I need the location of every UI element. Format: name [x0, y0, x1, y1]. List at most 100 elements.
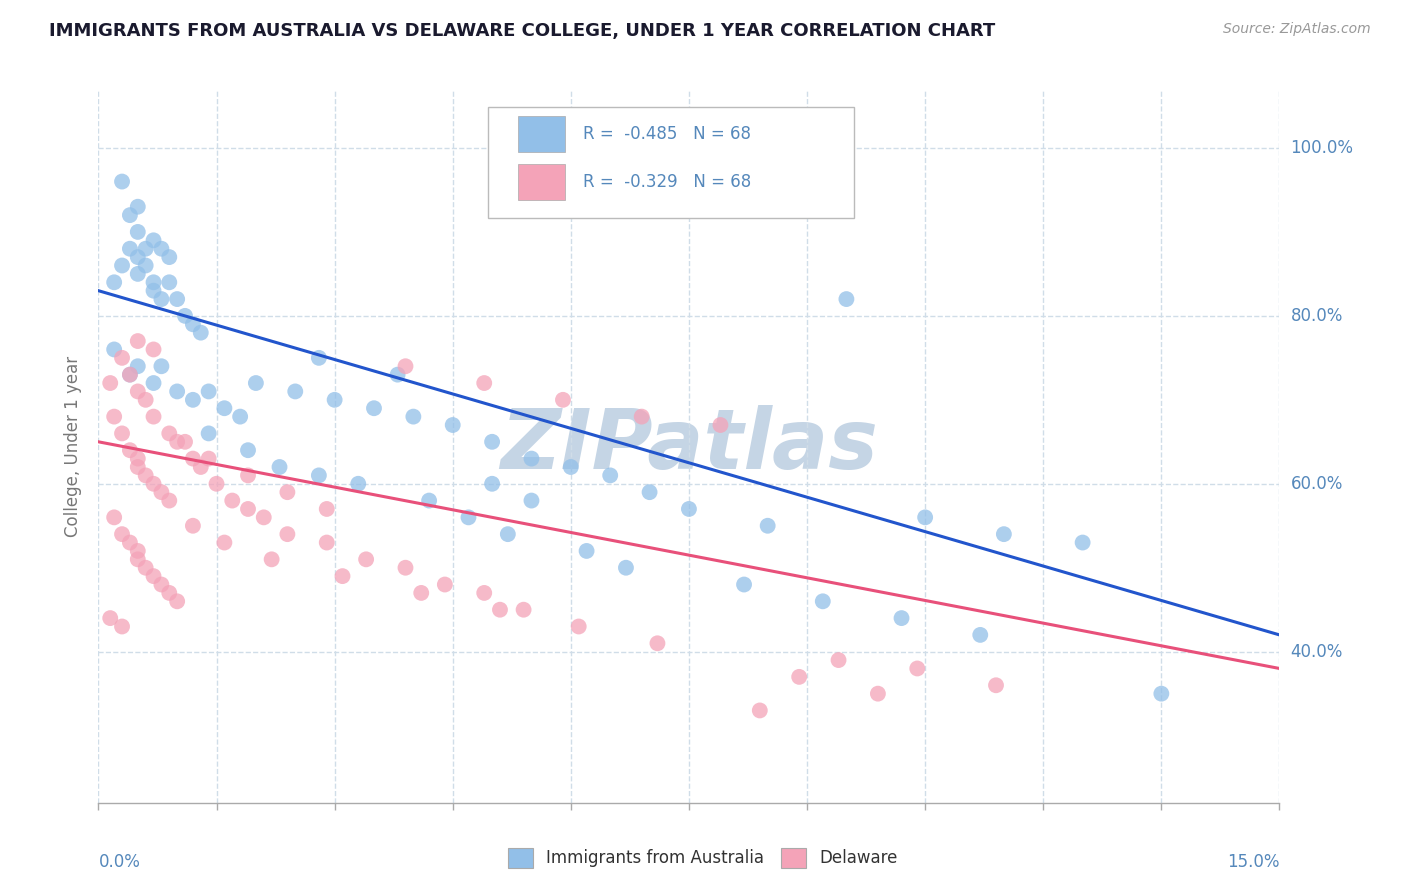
Point	[1071, 535, 1094, 549]
Point	[150, 577, 173, 591]
Point	[323, 392, 346, 407]
Point	[315, 535, 337, 549]
Point	[472, 376, 495, 390]
Point	[489, 603, 512, 617]
Point	[142, 343, 165, 357]
Point	[387, 368, 409, 382]
Text: R =  -0.485   N = 68: R = -0.485 N = 68	[582, 125, 751, 143]
Point	[678, 502, 700, 516]
Text: 60.0%: 60.0%	[1291, 475, 1343, 492]
Point	[245, 376, 267, 390]
Point	[236, 468, 259, 483]
Point	[150, 485, 173, 500]
Text: 100.0%: 100.0%	[1291, 139, 1354, 157]
Point	[174, 434, 197, 449]
Point	[709, 417, 731, 432]
Point	[111, 259, 134, 273]
Point	[520, 493, 543, 508]
Point	[118, 368, 141, 382]
Point	[197, 451, 219, 466]
Y-axis label: College, Under 1 year: College, Under 1 year	[65, 355, 83, 537]
Text: R =  -0.329   N = 68: R = -0.329 N = 68	[582, 173, 751, 191]
Point	[103, 343, 125, 357]
Point	[127, 200, 149, 214]
Point	[150, 359, 173, 374]
Point	[111, 527, 134, 541]
Point	[481, 434, 503, 449]
Point	[472, 586, 495, 600]
Point	[157, 275, 180, 289]
Point	[575, 544, 598, 558]
Point	[174, 309, 197, 323]
Point	[127, 267, 149, 281]
Point	[269, 460, 291, 475]
Point	[411, 586, 433, 600]
Point	[568, 619, 591, 633]
Point	[142, 275, 165, 289]
Point	[748, 703, 770, 717]
Point	[905, 661, 928, 675]
Point	[308, 468, 330, 483]
Point	[127, 460, 149, 475]
Point	[284, 384, 307, 399]
Text: IMMIGRANTS FROM AUSTRALIA VS DELAWARE COLLEGE, UNDER 1 YEAR CORRELATION CHART: IMMIGRANTS FROM AUSTRALIA VS DELAWARE CO…	[49, 22, 995, 40]
Point	[135, 259, 157, 273]
Point	[190, 460, 212, 475]
Point	[118, 242, 141, 256]
Point	[308, 351, 330, 365]
Point	[142, 476, 165, 491]
Point	[276, 527, 298, 541]
Text: 15.0%: 15.0%	[1227, 853, 1279, 871]
Point	[103, 510, 125, 524]
Point	[520, 451, 543, 466]
Point	[354, 552, 377, 566]
Point	[157, 493, 180, 508]
Point	[127, 359, 149, 374]
Point	[614, 560, 637, 574]
Point	[166, 384, 188, 399]
Point	[181, 392, 204, 407]
Point	[118, 368, 141, 382]
Point	[214, 401, 236, 416]
Point	[98, 376, 121, 390]
Point	[127, 334, 149, 348]
Point	[756, 518, 779, 533]
Point	[221, 493, 243, 508]
Point	[98, 611, 121, 625]
Bar	[517, 164, 565, 200]
Point	[512, 603, 534, 617]
Point	[787, 670, 810, 684]
Point	[890, 611, 912, 625]
Point	[166, 594, 188, 608]
Point	[481, 476, 503, 491]
Point	[150, 242, 173, 256]
Point	[166, 434, 188, 449]
Point	[866, 687, 889, 701]
Point	[127, 384, 149, 399]
Point	[229, 409, 252, 424]
Point	[157, 250, 180, 264]
Point	[197, 384, 219, 399]
Point	[638, 485, 661, 500]
Point	[127, 250, 149, 264]
Point	[127, 544, 149, 558]
Text: 0.0%: 0.0%	[98, 853, 141, 871]
Point	[118, 535, 141, 549]
Point	[347, 476, 370, 491]
Point	[647, 636, 669, 650]
Point	[599, 468, 621, 483]
Bar	[517, 116, 565, 152]
Point	[236, 443, 259, 458]
Point	[441, 417, 464, 432]
Point	[984, 678, 1007, 692]
Point	[103, 409, 125, 424]
Point	[135, 392, 157, 407]
Point	[402, 409, 425, 424]
Point	[363, 401, 385, 416]
Point	[111, 351, 134, 365]
Point	[969, 628, 991, 642]
Point	[142, 409, 165, 424]
Point	[214, 535, 236, 549]
Point	[181, 451, 204, 466]
Point	[394, 359, 416, 374]
